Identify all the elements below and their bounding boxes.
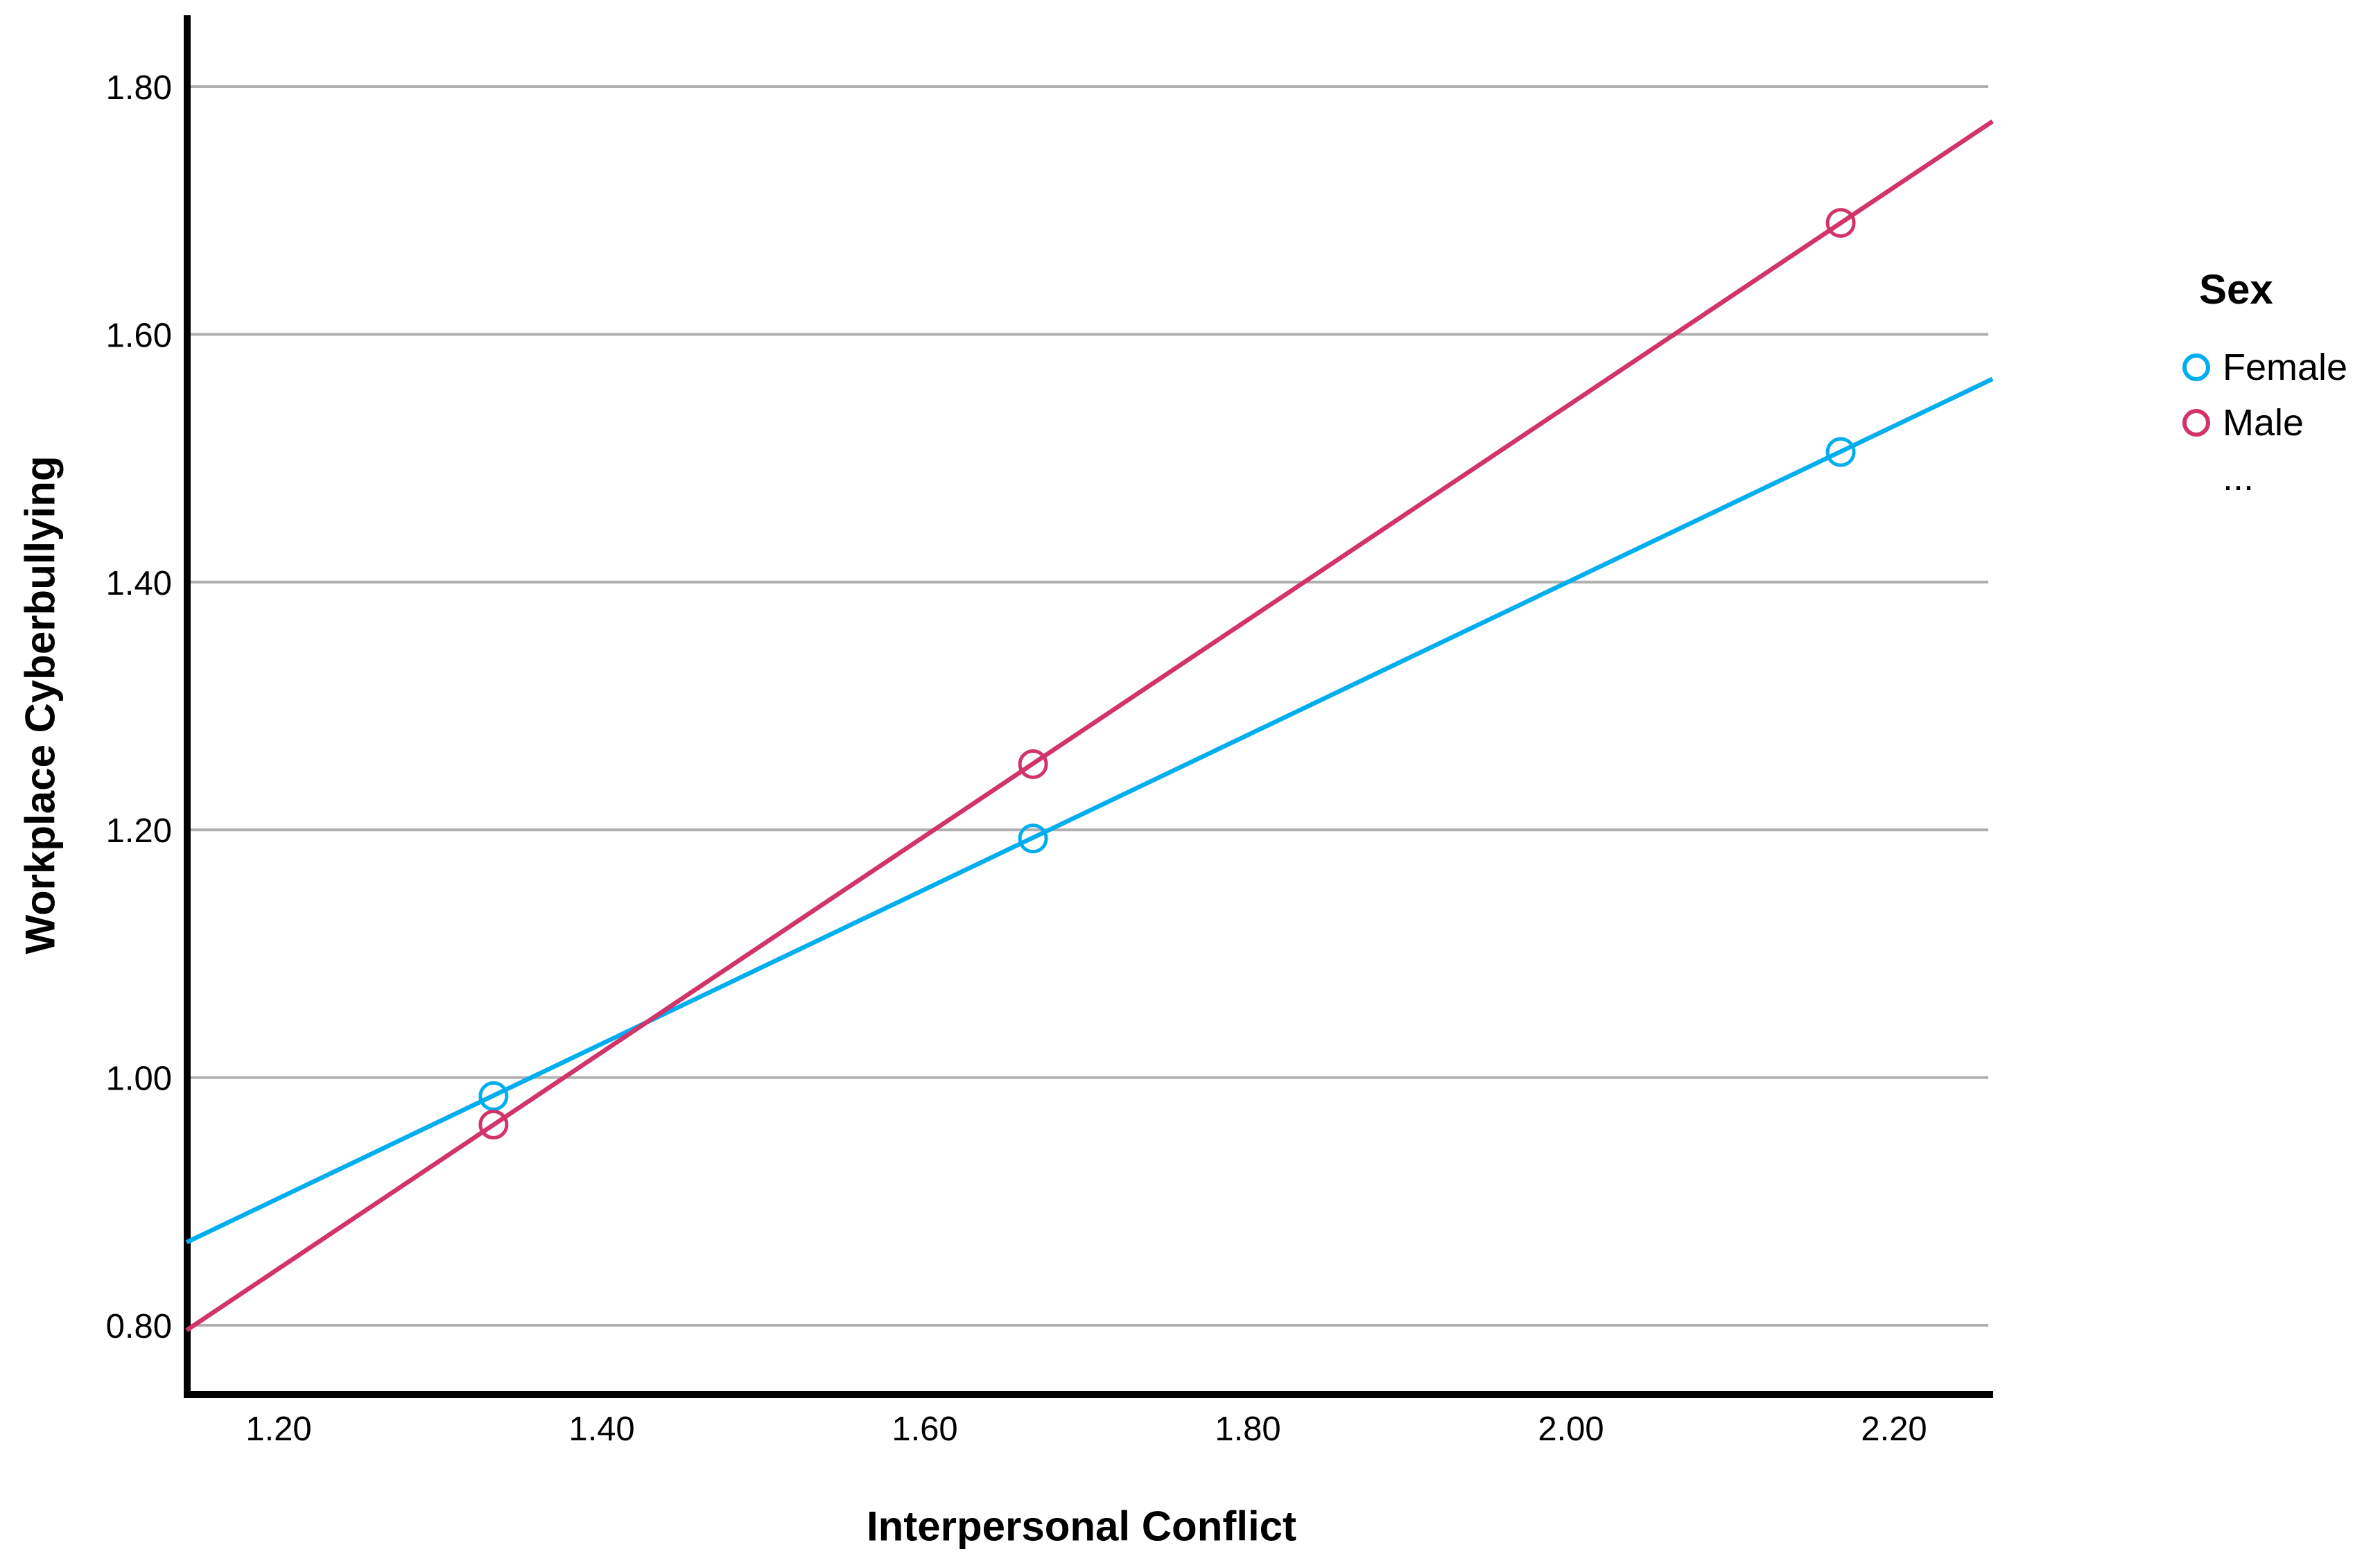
y-axis-title: Workplace Cyberbullying	[17, 455, 64, 954]
y-tick-label: 1.20	[106, 812, 172, 850]
y-tick-label: 1.00	[106, 1060, 172, 1098]
legend-item-female: Female	[2182, 340, 2347, 395]
data-point-marker-male	[478, 1110, 509, 1140]
x-tick-label: 2.00	[1538, 1411, 1604, 1448]
legend-item-male: Male	[2182, 395, 2347, 451]
legend-title: Sex	[2199, 266, 2273, 313]
data-point-marker-male	[1018, 749, 1048, 779]
x-tick-label: 1.80	[1215, 1411, 1280, 1448]
legend-item-label: Female	[2223, 347, 2348, 388]
legend: Sex Female Male...	[2182, 265, 2347, 499]
y-tick-label: 0.80	[106, 1308, 172, 1345]
x-tick-label: 1.60	[892, 1411, 957, 1448]
legend-item-label: ...	[2223, 457, 2255, 498]
data-point-marker-female	[478, 1081, 509, 1111]
x-tick-label: 1.20	[245, 1411, 311, 1448]
data-point-marker-male	[1825, 208, 1856, 238]
x-axis-title: Interpersonal Conflict	[866, 1503, 1297, 1550]
legend-item-overflow: ...	[2182, 451, 2347, 499]
legend-items: Female Male...	[2182, 340, 2347, 499]
series-line-female	[185, 376, 1994, 1245]
legend-circle-icon	[2182, 353, 2210, 381]
data-point-marker-female	[1825, 437, 1856, 467]
legend-item-label: Male	[2223, 402, 2304, 444]
data-point-marker-female	[1018, 823, 1048, 854]
x-tick-label: 1.40	[568, 1411, 634, 1448]
y-tick-label: 1.80	[106, 69, 172, 107]
y-tick-label: 1.40	[106, 565, 172, 602]
x-tick-label: 2.20	[1861, 1411, 1927, 1448]
series-line-male	[185, 119, 1994, 1332]
y-tick-label: 1.60	[106, 317, 172, 354]
legend-circle-icon	[2182, 409, 2210, 437]
